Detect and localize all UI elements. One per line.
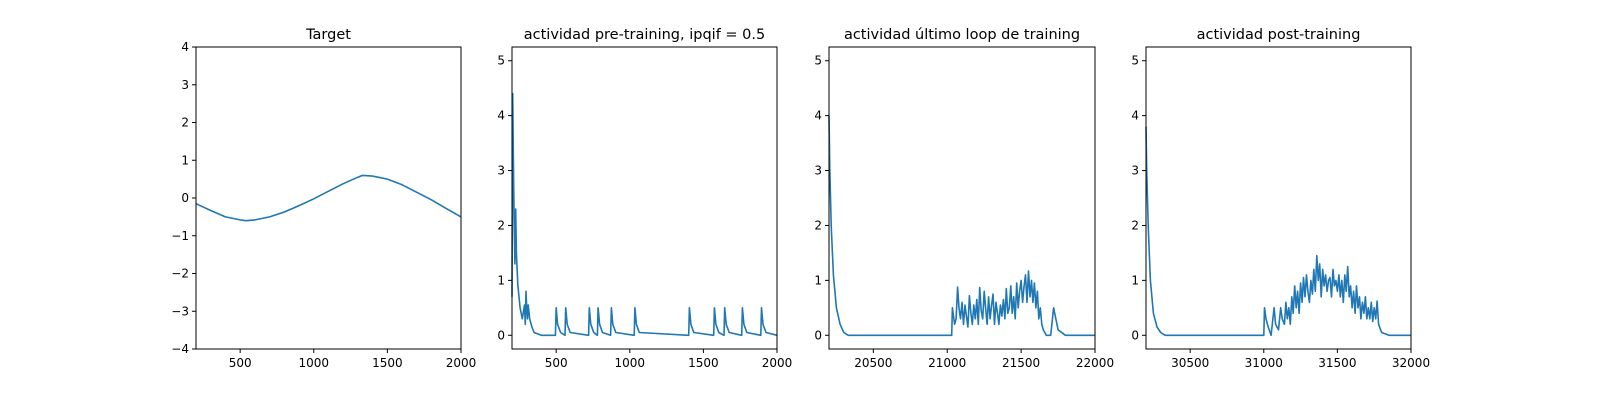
y-tick-label: 1 [181,153,189,167]
series-line [828,115,1095,337]
x-tick-label: 2000 [446,356,477,370]
x-tick-label: 21500 [1002,356,1040,370]
series-line [511,92,778,337]
y-tick-label: 2 [814,218,822,232]
x-tick-label: 21000 [928,356,966,370]
subplot-1: Target 500 1000 1500 2000 −4 −3 −2 −1 0 1 2 3 4 [171,27,476,370]
x-tick-label: 22000 [1076,356,1114,370]
x-tick-label: 31000 [1245,356,1283,370]
subplot-title: actividad post-training [1197,27,1361,43]
x-tick-label: 31500 [1318,356,1356,370]
y-tick-label: 3 [814,164,822,178]
y-tick-label: −1 [171,229,189,243]
x-tick-label: 30500 [1171,356,1209,370]
x-tick-label: 500 [545,356,568,370]
y-tick-label: −3 [171,304,189,318]
x-tick-label: 1500 [372,356,403,370]
y-tick-label: 0 [814,328,822,342]
series-line [1145,126,1411,337]
y-tick-label: 5 [497,54,505,68]
x-tick-label: 500 [229,356,252,370]
y-tick-label: 4 [814,109,822,123]
axes-frame [828,46,1096,350]
y-tick-label: 4 [497,109,505,123]
y-tick-label: 2 [497,218,505,232]
x-tick-label: 1500 [688,356,719,370]
axes-frame [511,46,778,350]
y-tick-label: 5 [1131,54,1139,68]
y-tick-label: 4 [181,40,189,54]
y-tick-label: 3 [497,164,505,178]
subplot-title: actividad pre-training, ipqif = 0.5 [524,27,765,43]
y-tick-label: 1 [497,273,505,287]
y-tick-label: 2 [181,116,189,130]
y-tick-label: −4 [171,342,189,356]
series-line [195,174,462,222]
subplot-title: Target [305,27,351,43]
y-tick-label: 1 [814,273,822,287]
y-tick-label: 4 [1131,109,1139,123]
y-tick-label: 0 [181,191,189,205]
y-tick-label: 1 [1131,273,1139,287]
y-tick-label: 2 [1131,218,1139,232]
axes-frame [195,46,462,350]
x-tick-label: 1000 [299,356,330,370]
y-tick-label: 0 [1131,328,1139,342]
y-tick-label: 0 [497,328,505,342]
y-tick-label: 3 [1131,164,1139,178]
subplot-title: actividad último loop de training [844,27,1080,43]
y-tick-label: 3 [181,78,189,92]
y-tick-label: −2 [171,267,189,281]
y-tick-label: 5 [814,54,822,68]
x-tick-label: 2000 [762,356,793,370]
axes-frame [1145,46,1412,350]
x-tick-label: 32000 [1392,356,1430,370]
x-tick-label: 20500 [854,356,892,370]
x-tick-label: 1000 [615,356,646,370]
